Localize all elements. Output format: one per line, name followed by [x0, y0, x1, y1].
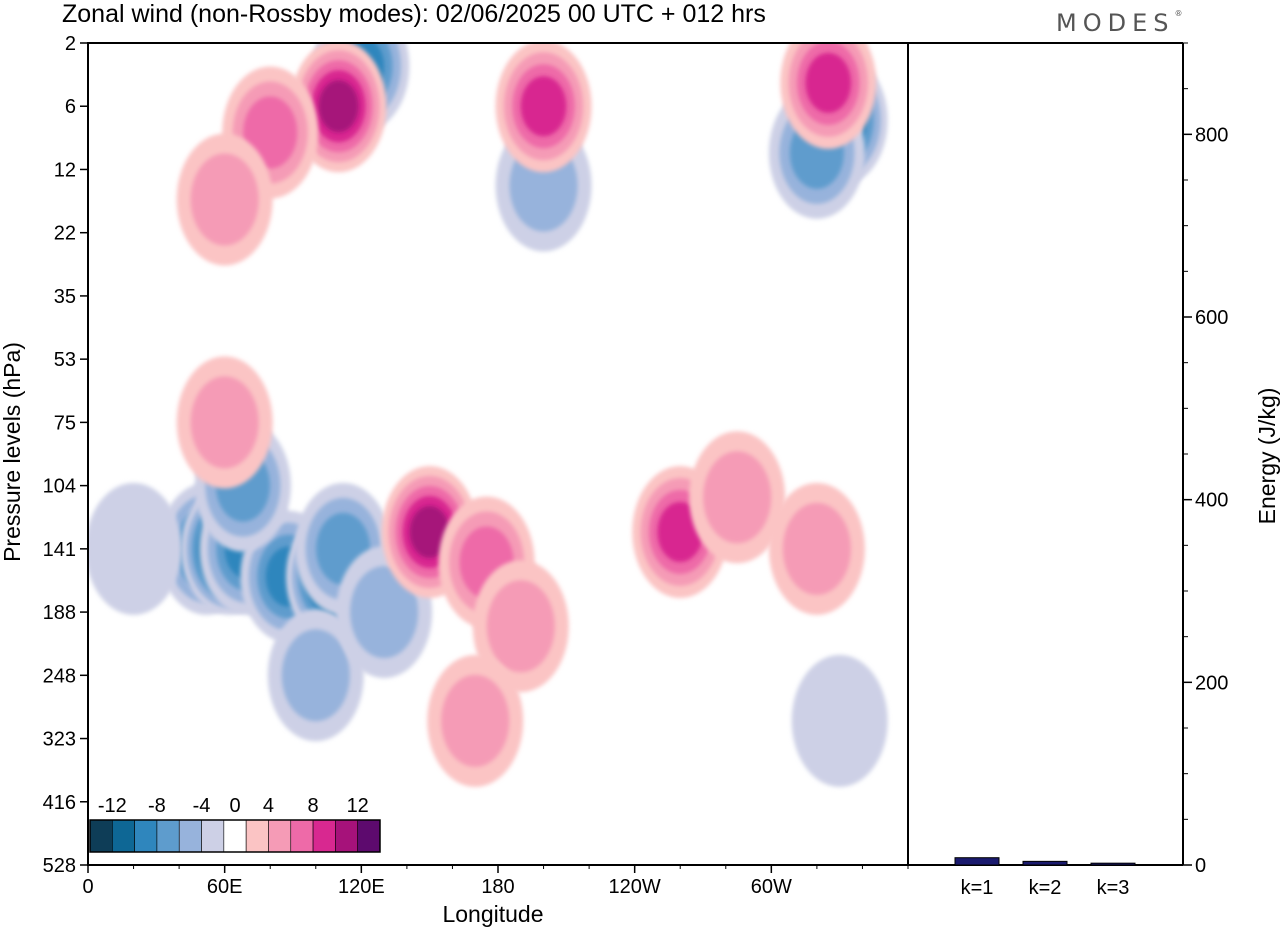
- x-tick-label: 180: [481, 876, 514, 898]
- x-tick-label: 120E: [338, 876, 385, 898]
- contour-blob-17-2: [486, 580, 555, 673]
- colorbar-label: 0: [229, 795, 240, 817]
- y-tick-label: 22: [54, 223, 76, 245]
- energy-axis: 0 200 400 600 800 Energy (J/kg): [1183, 42, 1280, 877]
- colorbar-cell: [357, 819, 381, 853]
- colorbar-label: -12: [98, 795, 127, 817]
- colorbar-cell: [201, 819, 225, 853]
- x-tick-label: 120W: [609, 876, 661, 898]
- contour-blob-24-4: [805, 52, 852, 113]
- contour-blob-7-2: [281, 629, 350, 722]
- contour-blob-26-2: [782, 502, 851, 595]
- brand-logo: MODES®: [1056, 9, 1183, 37]
- contour-blob-21-5: [318, 80, 359, 133]
- y-tick-label: 6: [65, 96, 76, 118]
- energy-axis-label: Energy (J/kg): [1254, 388, 1280, 525]
- colorbar-cell: [223, 819, 247, 853]
- colorbar-label: 4: [263, 795, 274, 817]
- colorbar-label: -8: [148, 795, 166, 817]
- contour-blob-13-2: [350, 566, 419, 659]
- energy-tick-label: 0: [1195, 855, 1206, 877]
- y-tick-label: 35: [54, 286, 76, 308]
- x-axis-label: Longitude: [442, 901, 543, 927]
- y-tick-label: 323: [43, 729, 76, 751]
- y-tick-label: 416: [43, 792, 76, 814]
- contour-blob-18-2: [441, 674, 510, 767]
- colorbar-border: [89, 819, 381, 853]
- y-tick-label: 53: [54, 349, 76, 371]
- y-tick-label: 528: [43, 855, 76, 877]
- chart-title: Zonal wind (non-Rossby modes): 02/06/202…: [62, 0, 766, 28]
- contour-blob-23-4: [520, 76, 567, 137]
- colorbar-cell: [290, 819, 314, 853]
- energy-bars: k=1 k=2 k=3: [954, 857, 1136, 899]
- colorbar-label: -4: [193, 795, 211, 817]
- y-tick-label: 2: [65, 33, 76, 55]
- y-tick-label: 141: [43, 539, 76, 561]
- bar-category-label: k=1: [961, 877, 994, 899]
- colorbar: -12 -8 -4 0 4 8 12: [89, 795, 381, 853]
- bar-category-label: k=2: [1029, 877, 1062, 899]
- colorbar-label: 8: [308, 795, 319, 817]
- colorbar-cell: [268, 819, 292, 853]
- contour-blob-14-1: [791, 654, 888, 787]
- energy-tick-label: 200: [1195, 672, 1228, 694]
- colorbar-cell: [156, 819, 180, 853]
- y-axis-label: Pressure levels (hPa): [0, 342, 25, 562]
- colorbar-cell: [178, 819, 202, 853]
- bar-category-label: k=3: [1097, 877, 1130, 899]
- y-tick-label: 104: [43, 476, 76, 498]
- colorbar-cell: [134, 819, 158, 853]
- x-tick-label: 60E: [207, 876, 243, 898]
- contour-blob-15-5: [409, 505, 450, 558]
- energy-bar: [1022, 860, 1068, 866]
- energy-bar: [1090, 862, 1136, 866]
- x-axis: 0 60E 120E 180 120W 60W Longitude: [82, 865, 909, 927]
- contour-blob-27-2: [190, 153, 259, 246]
- energy-tick-label: 400: [1195, 490, 1228, 512]
- y-axis: 2 6 12 22 35 53 75 104 141 188 248 323 416 528 Pressur…: [0, 33, 88, 877]
- energy-bar: [954, 857, 1000, 866]
- y-tick-label: 75: [54, 412, 76, 434]
- contour-blob-25-2: [190, 376, 259, 469]
- contour-field: [88, 43, 888, 787]
- contour-blob-20-2: [703, 451, 772, 544]
- colorbar-label: 12: [347, 795, 369, 817]
- colorbar-cell: [312, 819, 336, 853]
- y-tick-label: 12: [54, 159, 76, 181]
- colorbar-cell: [335, 819, 358, 853]
- x-tick-label: 60W: [751, 876, 792, 898]
- x-tick-label: 0: [82, 876, 93, 898]
- energy-tick-label: 600: [1195, 307, 1228, 329]
- y-tick-label: 188: [43, 602, 76, 624]
- colorbar-cell: [89, 819, 113, 853]
- colorbar-cell: [112, 819, 135, 853]
- energy-tick-label: 800: [1195, 124, 1228, 146]
- contour-blob-8-1: [88, 482, 182, 615]
- y-tick-label: 248: [43, 665, 76, 687]
- colorbar-cell: [245, 819, 269, 853]
